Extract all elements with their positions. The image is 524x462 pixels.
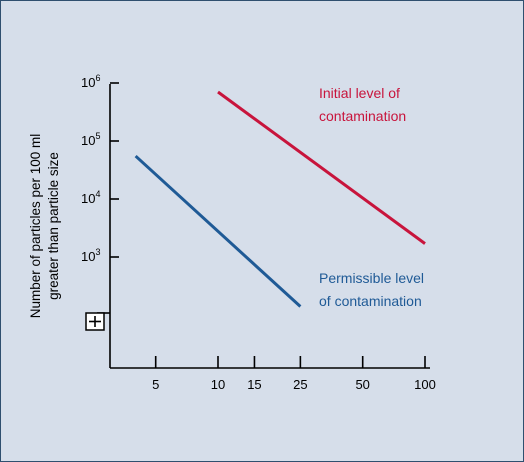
x-tick-label: 5 <box>152 377 159 392</box>
series-label-1: contamination <box>319 108 406 124</box>
y-axis-label-line-1: Number of particles per 100 ml <box>28 134 43 319</box>
series-line-2 <box>134 154 302 308</box>
y-axis-label-line-2: greater than particle size <box>46 152 61 300</box>
y-tick-label: 105 <box>81 131 100 148</box>
series-label-2: of contamination <box>319 293 422 309</box>
y-tick-label: 103 <box>81 247 100 264</box>
x-tick-label: 25 <box>293 377 307 392</box>
y-tick-label: 104 <box>81 189 100 206</box>
x-tick-label: 15 <box>247 377 261 392</box>
x-tick-label: 100 <box>414 377 436 392</box>
x-tick-label: 10 <box>211 377 225 392</box>
x-tick-label: 50 <box>355 377 369 392</box>
series-label-2: Permissible level <box>319 270 424 286</box>
series-label-1: Initial level of <box>319 85 400 101</box>
y-tick-label: 106 <box>81 73 100 90</box>
series-line-1 <box>217 90 426 245</box>
plus-in-box-icon <box>85 312 105 331</box>
